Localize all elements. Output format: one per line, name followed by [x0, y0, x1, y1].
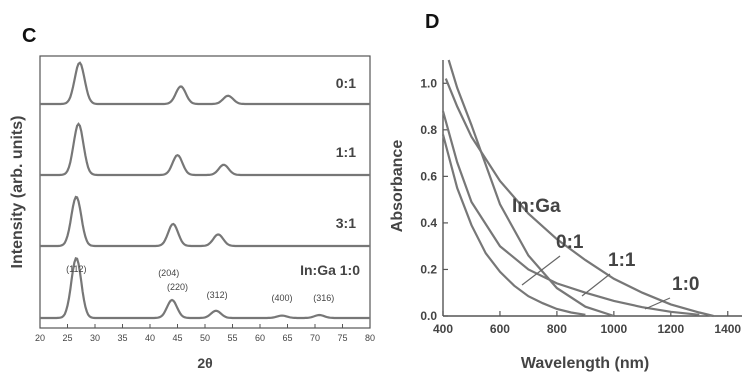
xrd-series-label: In:Ga 1:0	[300, 262, 360, 278]
panel-label-d: D	[425, 11, 439, 33]
xrd-x-tick-label: 65	[282, 333, 292, 343]
absorbance-curve	[447, 59, 615, 318]
series-leader-line	[644, 297, 671, 310]
xrd-x-tick-label: 40	[145, 333, 155, 343]
series-leader-line	[521, 255, 561, 286]
absorbance-y-tick-label: 0.8	[420, 123, 437, 137]
xrd-x-tick-label: 25	[62, 333, 72, 343]
absorbance-x-tick-label: 600	[490, 322, 510, 336]
xrd-pattern-line	[40, 257, 370, 320]
xrd-series-label: 1:1	[336, 144, 356, 160]
absorbance-series-labels: 0:1 1:1 1:0	[521, 232, 699, 310]
absorbance-x-tick-label: 1000	[601, 322, 628, 336]
panel-label-c: C	[22, 25, 36, 47]
xrd-series-label: 3:1	[336, 215, 356, 231]
absorbance-x-tick-label: 1200	[657, 322, 684, 336]
xrd-peak-label: (400)	[271, 293, 292, 303]
xrd-x-tick-label: 80	[365, 333, 375, 343]
xrd-x-axis-label: 2θ	[197, 355, 212, 371]
absorbance-curve	[441, 110, 700, 316]
absorbance-series-label: 1:1	[608, 250, 636, 271]
absorbance-y-tick-label: 0.4	[420, 216, 437, 230]
xrd-y-axis-label: Intensity (arb. units)	[9, 116, 26, 269]
xrd-pattern-line	[40, 61, 370, 106]
xrd-peak-label: (112)	[66, 264, 86, 274]
xrd-x-tick-label: 45	[172, 333, 182, 343]
legend-title: In:Ga	[512, 196, 561, 217]
absorbance-x-tick-label: 400	[433, 322, 453, 336]
absorbance-curve	[441, 134, 586, 316]
xrd-peak-annotations: (112) (204) (220) (312) (400) (316)	[66, 264, 334, 303]
series-leader-line	[581, 273, 611, 297]
xrd-peak-label: (204)	[158, 268, 179, 278]
xrd-peak-label: (316)	[313, 293, 334, 303]
xrd-panel: C 20 25 30 35 40 45 50 55 60 65 70 75 80 0:1 1:1 3:1 In…	[9, 25, 375, 371]
xrd-x-tick-label: 20	[35, 333, 45, 343]
absorbance-x-tick-label: 800	[547, 322, 567, 336]
xrd-x-tick-label: 50	[200, 333, 210, 343]
xrd-peak-label: (220)	[167, 282, 188, 292]
absorbance-curves	[441, 59, 714, 318]
xrd-x-tick-label: 35	[117, 333, 127, 343]
xrd-peak-label: (312)	[207, 290, 228, 300]
xrd-x-tick-label: 30	[90, 333, 100, 343]
absorbance-x-tick-label: 1400	[714, 322, 741, 336]
xrd-patterns: 0:1 1:1 3:1 In:Ga 1:0	[40, 61, 370, 320]
absorbance-x-axis-label: Wavelength (nm)	[521, 355, 649, 372]
xrd-series-label: 0:1	[336, 75, 356, 91]
xrd-x-tick-label: 70	[310, 333, 320, 343]
xrd-x-tick-label: 75	[337, 333, 347, 343]
absorbance-y-tick-label: 0.2	[420, 262, 437, 276]
absorbance-axes: 0.0 0.2 0.4 0.6 0.8 1.0 400 600 800 1000 1200 1400	[420, 60, 742, 336]
absorbance-y-tick-label: 0.0	[420, 309, 437, 323]
absorbance-curve	[444, 78, 714, 318]
absorbance-series-label: 1:0	[672, 274, 699, 295]
xrd-x-tick-label: 55	[227, 333, 237, 343]
absorbance-y-axis-label: Absorbance	[389, 140, 406, 233]
absorbance-panel: D 0.0 0.2 0.4 0.6 0.8 1.0 400 600 800 1000 1200 140…	[389, 11, 742, 372]
absorbance-series-label: 0:1	[556, 232, 584, 253]
xrd-pattern-line	[40, 195, 370, 248]
absorbance-y-tick-label: 0.6	[420, 169, 437, 183]
xrd-x-ticks: 20 25 30 35 40 45 50 55 60 65 70 75 80	[35, 324, 375, 343]
xrd-x-tick-label: 60	[255, 333, 265, 343]
absorbance-y-tick-label: 1.0	[420, 76, 437, 90]
xrd-pattern-line	[40, 122, 370, 177]
